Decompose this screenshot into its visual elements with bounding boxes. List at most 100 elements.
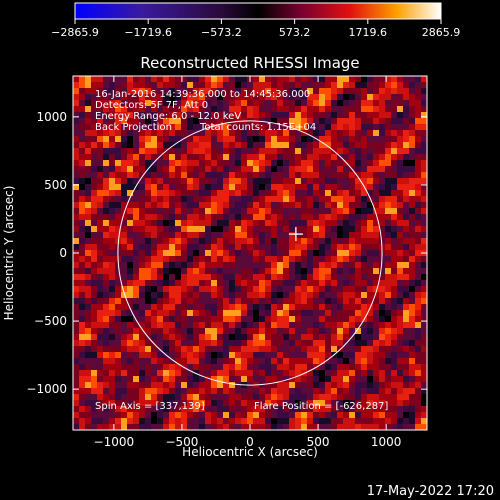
- heatmap-cell: [415, 280, 422, 287]
- heatmap-cell: [415, 160, 422, 167]
- heatmap-cell: [367, 352, 374, 359]
- heatmap-cell: [235, 394, 242, 401]
- heatmap-cell: [307, 100, 314, 107]
- heatmap-cell: [223, 118, 230, 125]
- heatmap-cell: [331, 310, 338, 317]
- heatmap-cell: [79, 238, 86, 245]
- colorbar-tick-label: −1719.6: [124, 26, 172, 39]
- heatmap-cell: [283, 202, 290, 209]
- heatmap-cell: [157, 250, 164, 257]
- heatmap-cell: [253, 358, 260, 365]
- heatmap-cell: [319, 358, 326, 365]
- heatmap-cell: [379, 268, 386, 275]
- heatmap-cell: [253, 190, 260, 197]
- heatmap-cell: [391, 364, 398, 371]
- heatmap-cell: [355, 172, 362, 179]
- heatmap-cell: [235, 304, 242, 311]
- heatmap-cell: [391, 82, 398, 89]
- heatmap-cell: [211, 130, 218, 137]
- heatmap-cell: [277, 238, 284, 245]
- heatmap-cell: [373, 382, 380, 389]
- heatmap-cell: [121, 328, 128, 335]
- heatmap-cell: [91, 142, 98, 149]
- heatmap-cell: [175, 94, 182, 101]
- heatmap-cell: [133, 310, 140, 317]
- heatmap-cell: [139, 322, 146, 329]
- heatmap-cell: [319, 154, 326, 161]
- heatmap-cell: [217, 256, 224, 263]
- heatmap-cell: [277, 346, 284, 353]
- heatmap-cell: [91, 322, 98, 329]
- heatmap-cell: [259, 166, 266, 173]
- heatmap-cell: [331, 232, 338, 239]
- heatmap-cell: [169, 334, 176, 341]
- heatmap-cell: [361, 280, 368, 287]
- heatmap-cell: [319, 286, 326, 293]
- heatmap-cell: [343, 208, 350, 215]
- heatmap-cell: [235, 370, 242, 377]
- heatmap-cell: [253, 106, 260, 113]
- heatmap-cell: [193, 82, 200, 89]
- heatmap-cell: [415, 328, 422, 335]
- heatmap-cell: [151, 376, 158, 383]
- heatmap-cell: [349, 118, 356, 125]
- heatmap-cell: [103, 124, 110, 131]
- heatmap-cell: [91, 418, 98, 425]
- heatmap-cell: [409, 256, 416, 263]
- heatmap-cell: [109, 226, 116, 233]
- heatmap-cell: [259, 232, 266, 239]
- heatmap-cell: [415, 298, 422, 305]
- heatmap-cell: [289, 274, 296, 281]
- heatmap-cell: [199, 280, 206, 287]
- heatmap-cell: [379, 304, 386, 311]
- heatmap-cell: [187, 154, 194, 161]
- heatmap-cell: [157, 220, 164, 227]
- heatmap-cell: [313, 418, 320, 425]
- heatmap-cell: [397, 172, 404, 179]
- heatmap-cell: [217, 340, 224, 347]
- heatmap-cell: [421, 232, 428, 239]
- heatmap-cell: [307, 376, 314, 383]
- heatmap-cell: [97, 382, 104, 389]
- heatmap-cell: [403, 316, 410, 323]
- heatmap-cell: [157, 226, 164, 233]
- heatmap-cell: [193, 190, 200, 197]
- heatmap-cell: [193, 118, 200, 125]
- heatmap-cell: [229, 262, 236, 269]
- heatmap-cell: [193, 400, 200, 407]
- heatmap-cell: [349, 190, 356, 197]
- heatmap-cell: [73, 370, 80, 377]
- heatmap-cell: [313, 184, 320, 191]
- heatmap-cell: [307, 388, 314, 395]
- heatmap-cell: [97, 214, 104, 221]
- heatmap-cell: [391, 172, 398, 179]
- heatmap-cell: [109, 394, 116, 401]
- heatmap-cell: [397, 214, 404, 221]
- heatmap-cell: [253, 322, 260, 329]
- heatmap-cell: [421, 76, 428, 83]
- heatmap-cell: [79, 148, 86, 155]
- heatmap-cell: [109, 412, 116, 419]
- heatmap-cell: [157, 124, 164, 131]
- heatmap-cell: [211, 232, 218, 239]
- heatmap-cell: [85, 184, 92, 191]
- heatmap-cell: [397, 208, 404, 215]
- heatmap-cell: [151, 160, 158, 167]
- heatmap-cell: [139, 172, 146, 179]
- heatmap-cell: [283, 124, 290, 131]
- heatmap-cell: [157, 418, 164, 425]
- heatmap-cell: [409, 394, 416, 401]
- heatmap-cell: [373, 160, 380, 167]
- heatmap-cell: [355, 232, 362, 239]
- heatmap-cell: [361, 364, 368, 371]
- heatmap-cell: [223, 166, 230, 173]
- heatmap-cell: [421, 382, 428, 389]
- heatmap-cell: [415, 142, 422, 149]
- heatmap-cell: [193, 244, 200, 251]
- heatmap-cell: [313, 256, 320, 263]
- heatmap-cell: [193, 256, 200, 263]
- heatmap-cell: [175, 406, 182, 413]
- heatmap-cell: [175, 244, 182, 251]
- heatmap-cell: [391, 286, 398, 293]
- heatmap-cell: [295, 406, 302, 413]
